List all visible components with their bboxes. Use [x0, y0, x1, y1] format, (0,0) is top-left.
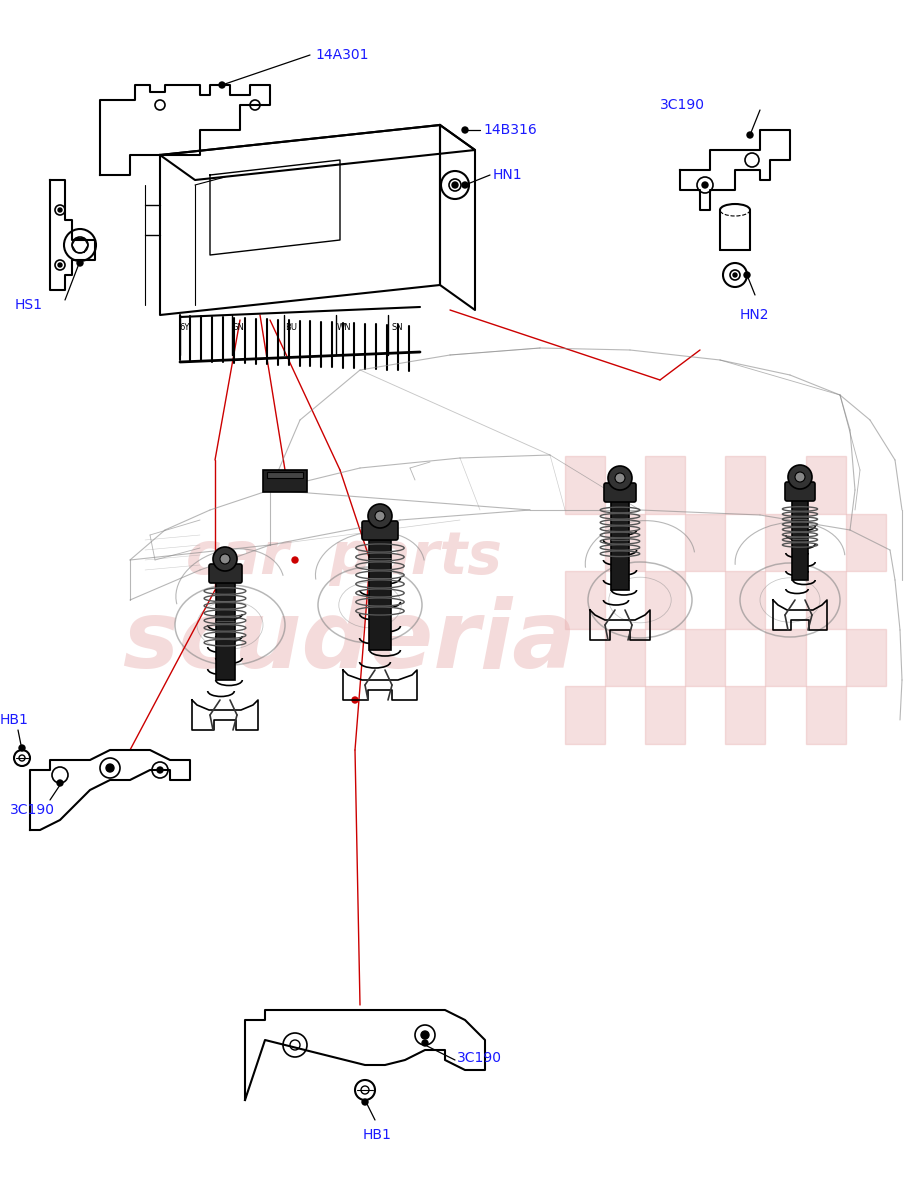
FancyBboxPatch shape: [604, 482, 636, 502]
Circle shape: [452, 182, 458, 188]
Text: HN2: HN2: [740, 308, 769, 322]
Text: 3C190: 3C190: [660, 98, 705, 112]
Circle shape: [219, 82, 225, 88]
Circle shape: [352, 697, 358, 703]
Text: 14B316: 14B316: [483, 122, 537, 137]
Bar: [605, 514, 644, 571]
Bar: [806, 571, 845, 629]
Circle shape: [462, 127, 468, 133]
Bar: [611, 500, 629, 590]
Circle shape: [213, 547, 237, 571]
Text: 14A301: 14A301: [315, 48, 368, 62]
Text: HB1: HB1: [363, 1128, 392, 1142]
Bar: [565, 571, 605, 629]
Text: car  parts: car parts: [186, 529, 502, 587]
Text: WN: WN: [337, 323, 352, 332]
Circle shape: [422, 1040, 428, 1046]
Circle shape: [157, 767, 163, 773]
Circle shape: [58, 208, 62, 212]
Circle shape: [615, 473, 625, 482]
Circle shape: [608, 466, 632, 490]
Bar: [369, 538, 391, 650]
Circle shape: [788, 464, 812, 490]
Text: 6Y: 6Y: [180, 323, 190, 332]
Text: HS1: HS1: [15, 298, 43, 312]
Bar: [605, 629, 644, 686]
Bar: [263, 470, 307, 492]
Bar: [766, 629, 806, 686]
Bar: [216, 581, 235, 680]
FancyBboxPatch shape: [362, 521, 398, 540]
Circle shape: [57, 780, 63, 786]
Text: scuderia: scuderia: [122, 596, 576, 688]
Text: HN1: HN1: [493, 168, 522, 182]
Bar: [267, 472, 303, 478]
Text: SN: SN: [391, 323, 403, 332]
Text: GN: GN: [231, 323, 244, 332]
Circle shape: [733, 272, 737, 277]
Circle shape: [702, 182, 708, 188]
Text: HB1: HB1: [0, 713, 28, 727]
Bar: [565, 456, 605, 514]
FancyBboxPatch shape: [209, 564, 242, 583]
Circle shape: [368, 504, 392, 528]
Bar: [685, 629, 725, 686]
Circle shape: [19, 745, 25, 751]
Circle shape: [744, 272, 750, 278]
Bar: [644, 686, 685, 744]
Circle shape: [747, 132, 753, 138]
Text: 3C190: 3C190: [10, 803, 55, 817]
Circle shape: [58, 263, 62, 266]
Bar: [806, 456, 845, 514]
Bar: [725, 686, 766, 744]
Circle shape: [106, 764, 114, 772]
Circle shape: [220, 554, 230, 564]
Circle shape: [292, 557, 298, 563]
Bar: [644, 456, 685, 514]
Circle shape: [77, 260, 83, 266]
Circle shape: [421, 1031, 429, 1039]
Bar: [806, 686, 845, 744]
Circle shape: [375, 511, 385, 521]
Bar: [845, 629, 886, 686]
Bar: [766, 514, 806, 571]
Bar: [644, 571, 685, 629]
Text: BU: BU: [285, 323, 297, 332]
FancyBboxPatch shape: [785, 482, 815, 502]
Bar: [685, 514, 725, 571]
Circle shape: [362, 1099, 368, 1105]
Bar: [565, 686, 605, 744]
Bar: [792, 499, 808, 580]
Bar: [845, 514, 886, 571]
Text: 3C190: 3C190: [457, 1051, 502, 1066]
Circle shape: [462, 182, 468, 188]
Bar: [725, 456, 766, 514]
Bar: [725, 571, 766, 629]
Circle shape: [795, 472, 805, 482]
